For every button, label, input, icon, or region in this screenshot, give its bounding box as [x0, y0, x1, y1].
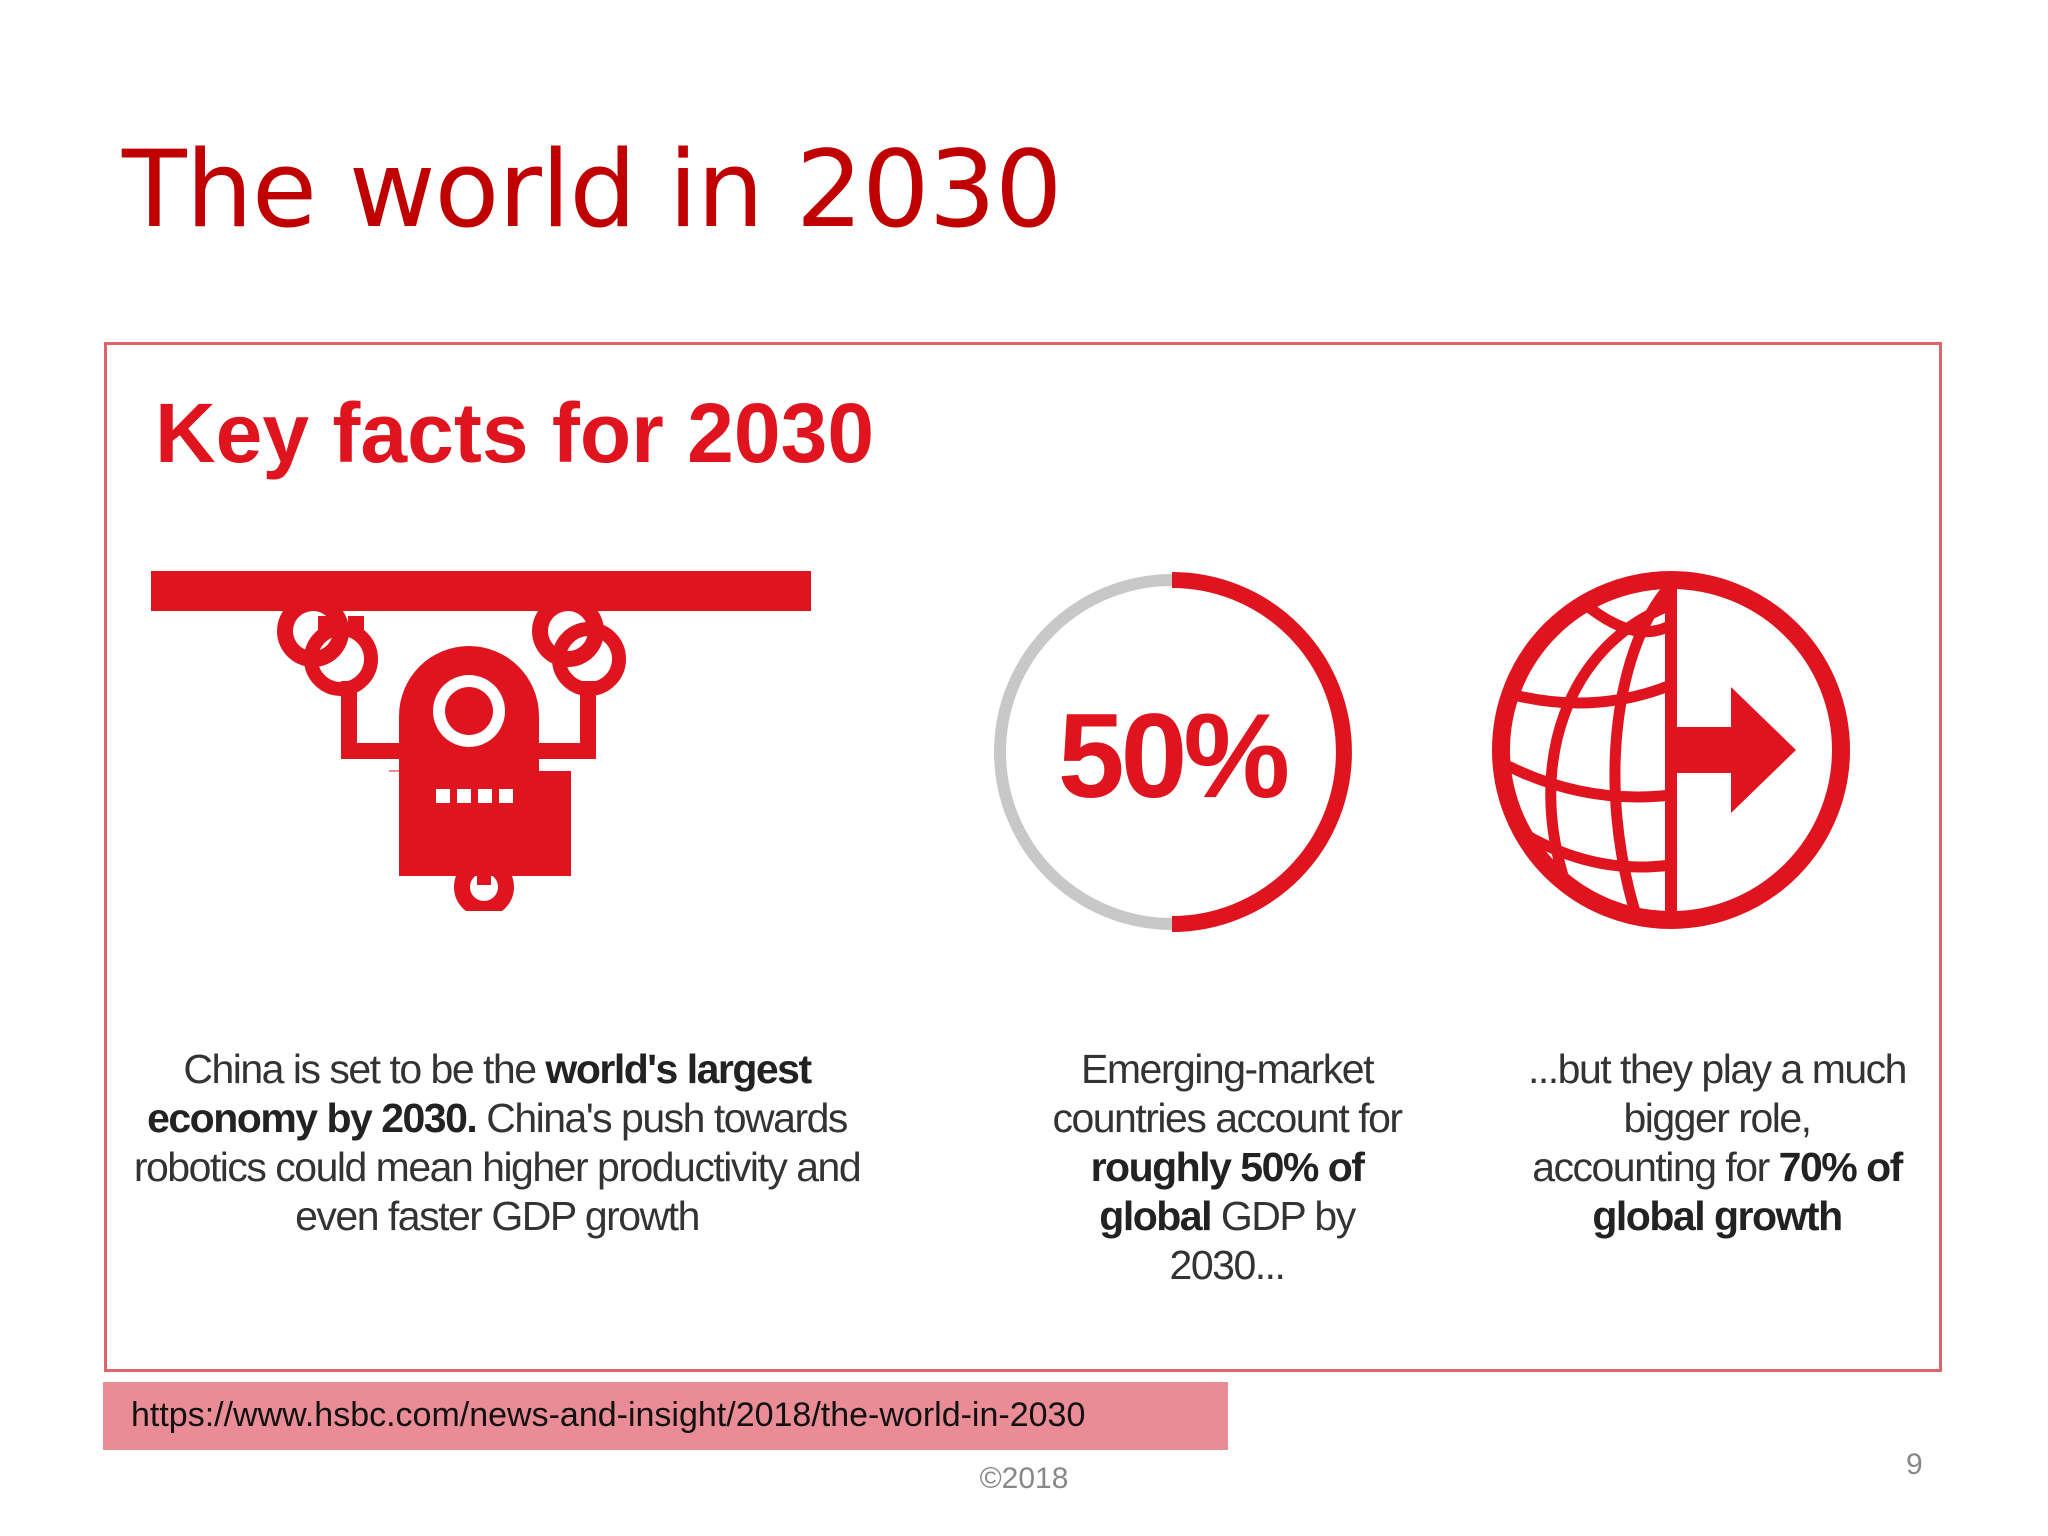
fact-text-part: world's largest economy by 2030. — [147, 1046, 812, 1141]
fact-text-part: GDP by 2030... — [1169, 1193, 1357, 1288]
fact-text-part: 70% of global growth — [1592, 1144, 1903, 1239]
source-link-box[interactable]: https://www.hsbc.com/news-and-insight/20… — [103, 1382, 1228, 1450]
fact-china: China is set to be the world's largest e… — [127, 1045, 867, 1241]
page-number: 9 — [1906, 1448, 1923, 1481]
ring-fill — [1171, 572, 1352, 932]
robot-icon — [151, 571, 811, 911]
percent-ring-chart: 50% — [994, 572, 1352, 932]
source-link[interactable]: https://www.hsbc.com/news-and-insight/20… — [131, 1396, 1086, 1434]
infographic-heading: Key facts for 2030 — [155, 386, 875, 480]
fact-emerging-gdp: Emerging-market countries account for ro… — [1047, 1045, 1407, 1290]
fact-text-part: ...but they play a much bigger role, acc… — [1527, 1046, 1908, 1190]
fact-emerging-growth: ...but they play a much bigger role, acc… — [1527, 1045, 1908, 1241]
footer-copyright: ©2018 — [979, 1462, 1069, 1495]
fact-text-part: China's push towards robotics could mean… — [133, 1095, 862, 1239]
slide-title: The world in 2030 — [122, 128, 1062, 251]
globe-arrow-icon — [1492, 571, 1850, 929]
ring-label: 50% — [1058, 689, 1287, 823]
fact-text-part: Emerging-market countries account for — [1052, 1046, 1403, 1141]
fact-text-part: roughly 50% of global — [1090, 1144, 1365, 1239]
key-facts-infographic: Key facts for 2030 50% — [104, 342, 1942, 1372]
fact-text-part: China is set to be the — [183, 1046, 546, 1092]
